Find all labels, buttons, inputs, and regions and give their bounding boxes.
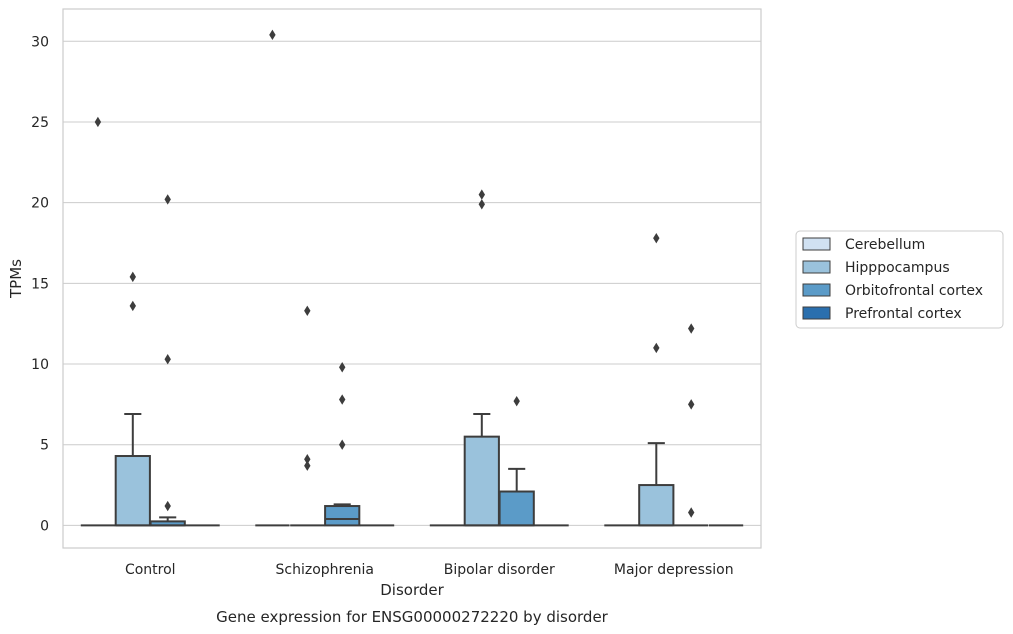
x-axis-label: Disorder [380, 581, 444, 599]
x-tick-label: Major depression [614, 562, 734, 578]
legend-swatch [802, 306, 831, 320]
y-tick-label: 10 [31, 357, 49, 373]
y-axis-label: TPMs [7, 259, 25, 299]
box-1-2 [324, 362, 361, 527]
outlier-point [513, 395, 520, 407]
chart-title: Gene expression for ENSG00000272220 by d… [216, 608, 609, 626]
y-tick-label: 30 [31, 34, 49, 50]
outlier-point [688, 507, 695, 518]
legend-swatch [802, 283, 831, 297]
outlier-point [653, 232, 660, 244]
y-axis-ticks: 0 5 10 15 20 25 30 [31, 34, 49, 534]
outlier-point [339, 394, 346, 405]
outlier-point [688, 323, 695, 334]
x-tick-label: Schizophrenia [276, 562, 374, 578]
outlier-point [129, 300, 136, 312]
box-3-1 [638, 232, 675, 527]
x-tick-label: Control [125, 562, 176, 578]
legend[interactable]: Cerebellum Hipppocampus Orbitofrontal cort… [795, 230, 1004, 329]
y-tick-label: 20 [31, 196, 49, 212]
outlier-point [164, 353, 171, 365]
outlier-point [304, 460, 311, 471]
box-body [498, 490, 535, 527]
box-1-0 [255, 29, 290, 527]
legend-label: Orbitofrontal cortex [845, 283, 983, 299]
legend-frame [795, 230, 1004, 329]
legend-label: Cerebellum [845, 237, 925, 253]
outlier-point [653, 342, 660, 354]
box-2-2 [498, 395, 535, 527]
plot-marks [80, 29, 744, 527]
box-2-1 [463, 189, 500, 527]
y-tick-label: 5 [40, 438, 49, 454]
y-tick-label: 25 [31, 115, 49, 131]
box-0-0 [80, 116, 116, 527]
legend-label: Hipppocampus [845, 260, 950, 276]
outlier-point [304, 305, 311, 316]
box-body [638, 484, 675, 527]
outlier-point [164, 194, 171, 205]
y-tick-label: 15 [31, 276, 49, 292]
outlier-point [339, 439, 346, 450]
grid-lines [63, 40, 761, 526]
legend-label: Prefrontal cortex [845, 306, 962, 322]
box-body [114, 455, 151, 527]
outlier-point [164, 500, 171, 512]
box-body [324, 505, 361, 527]
legend-swatch [802, 260, 831, 274]
plot-frame [62, 8, 762, 549]
x-tick-label: Bipolar disorder [444, 562, 555, 578]
legend-swatch [802, 237, 831, 251]
outlier-point [478, 199, 485, 210]
box-body [463, 435, 500, 527]
x-axis-ticks: Control Schizophrenia Bipolar disorder Majo… [125, 562, 734, 578]
box-0-1 [114, 271, 151, 527]
box-1-1 [290, 305, 325, 527]
outlier-point [129, 271, 136, 283]
outlier-point [688, 399, 695, 410]
outlier-point [269, 29, 276, 41]
y-tick-label: 0 [40, 518, 49, 534]
box-3-2 [674, 323, 709, 527]
outlier-point [339, 362, 346, 373]
outlier-point [304, 454, 311, 465]
outlier-point [94, 116, 102, 128]
outlier-point [478, 189, 485, 200]
box-0-2 [149, 194, 186, 527]
